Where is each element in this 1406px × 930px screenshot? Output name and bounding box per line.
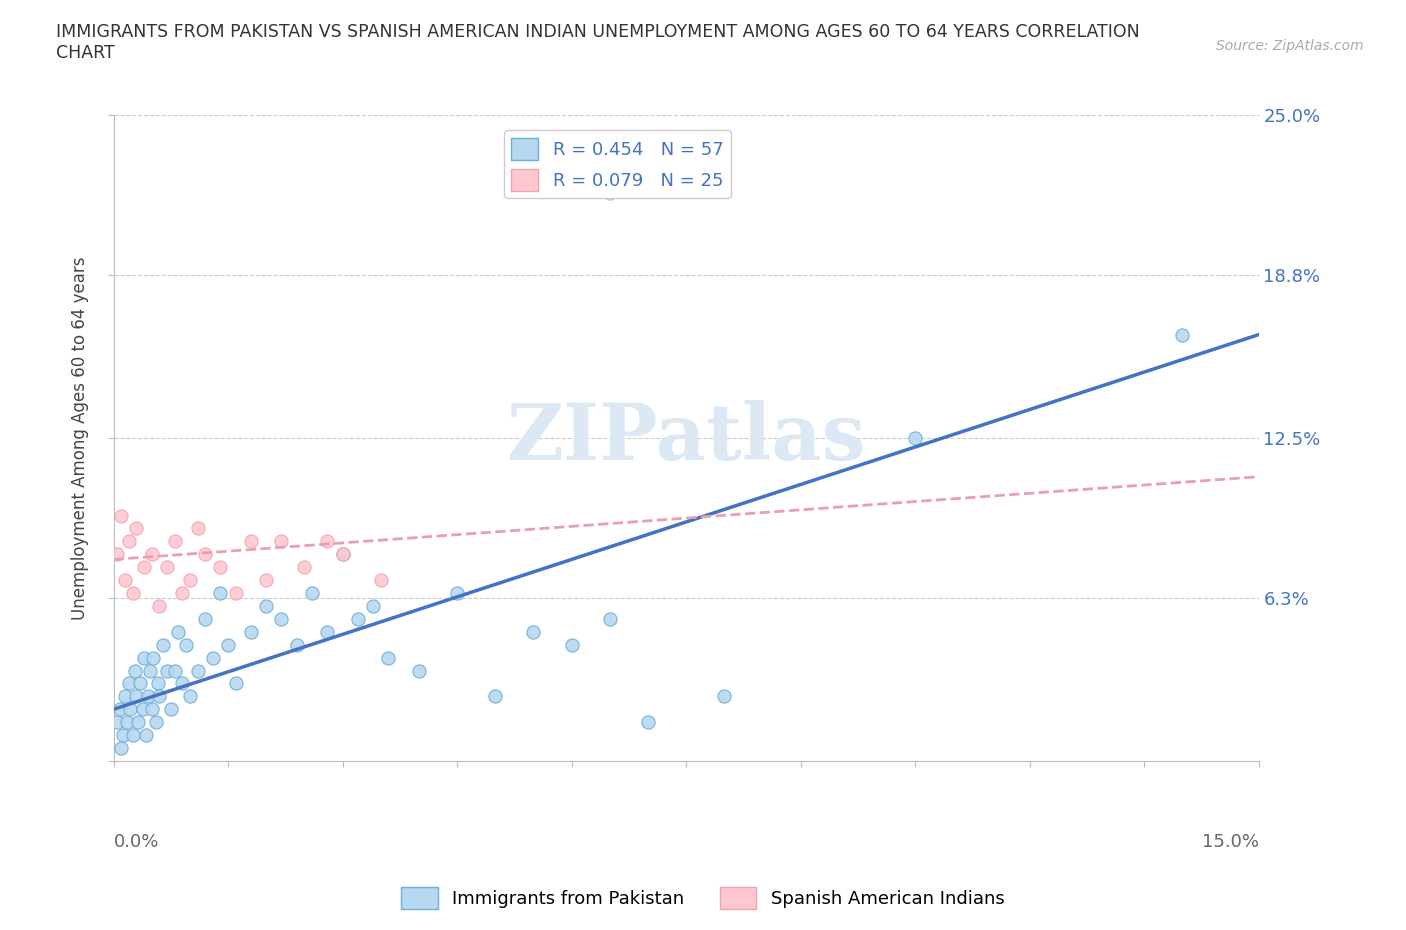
Point xyxy=(167,624,190,639)
Point xyxy=(637,715,659,730)
Point xyxy=(156,560,179,575)
Point xyxy=(148,599,170,614)
Point xyxy=(152,637,174,652)
Text: Source: ZipAtlas.com: Source: ZipAtlas.com xyxy=(1216,39,1364,53)
Point xyxy=(159,702,181,717)
Point xyxy=(301,586,323,601)
Point xyxy=(186,663,208,678)
Point xyxy=(105,715,128,730)
Point xyxy=(121,727,143,742)
Point xyxy=(110,508,132,523)
Point xyxy=(146,676,169,691)
Point xyxy=(209,586,232,601)
Point xyxy=(332,547,354,562)
Point xyxy=(111,727,134,742)
Text: ZIPatlas: ZIPatlas xyxy=(506,400,866,476)
Point xyxy=(332,547,354,562)
Point xyxy=(114,689,136,704)
Point xyxy=(132,560,155,575)
Point xyxy=(125,689,148,704)
Point xyxy=(254,599,277,614)
Point xyxy=(117,715,139,730)
Legend: Immigrants from Pakistan, Spanish American Indians: Immigrants from Pakistan, Spanish Americ… xyxy=(394,880,1012,916)
Point xyxy=(163,663,186,678)
Point xyxy=(135,727,157,742)
Point xyxy=(163,534,186,549)
Point xyxy=(370,573,392,588)
Point xyxy=(172,586,194,601)
Point xyxy=(484,689,506,704)
Point xyxy=(194,547,217,562)
Point xyxy=(105,547,128,562)
Legend: R = 0.454   N = 57, R = 0.079   N = 25: R = 0.454 N = 57, R = 0.079 N = 25 xyxy=(503,130,731,198)
Point xyxy=(120,702,142,717)
Point xyxy=(136,689,159,704)
Point xyxy=(408,663,430,678)
Point xyxy=(599,611,621,626)
Point xyxy=(599,185,621,200)
Point xyxy=(225,676,247,691)
Point xyxy=(125,521,148,536)
Y-axis label: Unemployment Among Ages 60 to 64 years: Unemployment Among Ages 60 to 64 years xyxy=(72,257,89,619)
Point xyxy=(270,611,292,626)
Point xyxy=(127,715,149,730)
Point xyxy=(209,560,232,575)
Point xyxy=(361,599,384,614)
Point xyxy=(522,624,544,639)
Point xyxy=(713,689,735,704)
Point xyxy=(118,676,141,691)
Point xyxy=(186,521,208,536)
Point xyxy=(201,650,224,665)
Point xyxy=(254,573,277,588)
Point xyxy=(108,702,131,717)
Point xyxy=(217,637,239,652)
Point xyxy=(110,740,132,755)
Point xyxy=(270,534,292,549)
Point xyxy=(239,624,262,639)
Point xyxy=(172,676,194,691)
Point xyxy=(145,715,167,730)
Point xyxy=(239,534,262,549)
Point xyxy=(114,573,136,588)
Point xyxy=(346,611,368,626)
Point xyxy=(225,586,247,601)
Point xyxy=(124,663,146,678)
Point xyxy=(131,702,153,717)
Point xyxy=(174,637,197,652)
Point xyxy=(141,547,163,562)
Point xyxy=(148,689,170,704)
Point xyxy=(316,534,339,549)
Point xyxy=(179,573,201,588)
Text: 15.0%: 15.0% xyxy=(1202,833,1258,851)
Point xyxy=(156,663,179,678)
Point xyxy=(118,534,141,549)
Point xyxy=(132,650,155,665)
Point xyxy=(121,586,143,601)
Point xyxy=(1171,327,1194,342)
Point xyxy=(141,702,163,717)
Point xyxy=(904,431,927,445)
Point xyxy=(139,663,162,678)
Point xyxy=(561,637,583,652)
Point xyxy=(142,650,165,665)
Point xyxy=(446,586,468,601)
Point xyxy=(316,624,339,639)
Point xyxy=(129,676,152,691)
Point xyxy=(179,689,201,704)
Point xyxy=(194,611,217,626)
Point xyxy=(285,637,308,652)
Point xyxy=(292,560,315,575)
Text: IMMIGRANTS FROM PAKISTAN VS SPANISH AMERICAN INDIAN UNEMPLOYMENT AMONG AGES 60 T: IMMIGRANTS FROM PAKISTAN VS SPANISH AMER… xyxy=(56,23,1140,62)
Point xyxy=(377,650,399,665)
Text: 0.0%: 0.0% xyxy=(114,833,159,851)
